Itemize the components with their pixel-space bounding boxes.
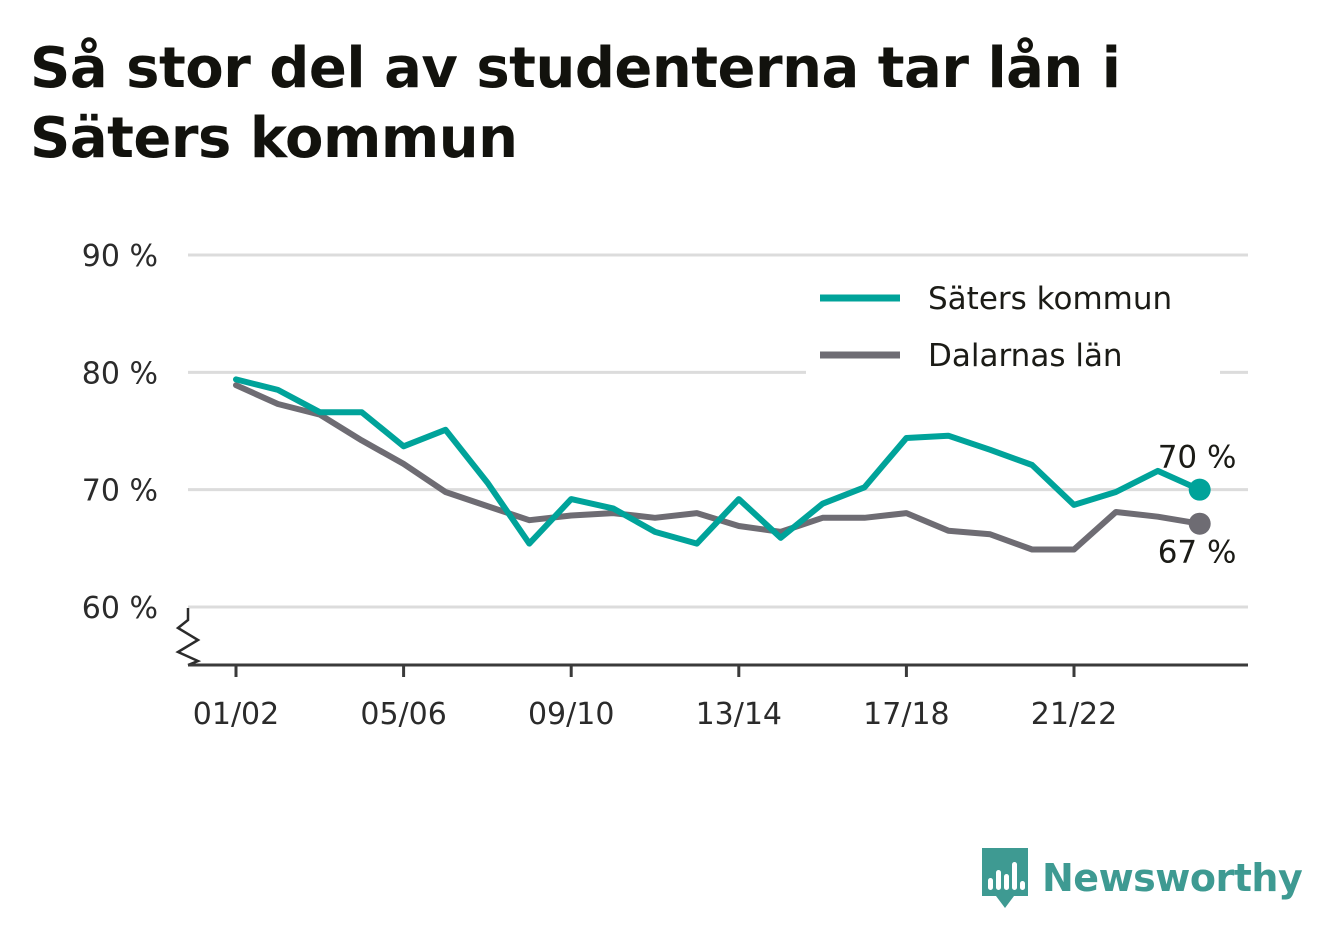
- series-line-saters-kommun: [233, 376, 1203, 547]
- legend-label: Dalarnas län: [928, 338, 1123, 374]
- end-label-saters-kommun: 70 %: [1158, 440, 1237, 476]
- series-end-point: [1188, 512, 1211, 535]
- end-labels: 70 % 67 %: [1158, 440, 1237, 571]
- x-tick-label: 05/06: [360, 697, 446, 732]
- legend-background: [806, 276, 1220, 376]
- y-axis-break: [175, 608, 202, 667]
- brand-name: Newsworthy: [1042, 856, 1303, 900]
- series-end-point: [1188, 478, 1211, 501]
- x-tick-label: 17/18: [863, 697, 949, 732]
- y-tick-label: 90 %: [82, 239, 158, 274]
- bar-chart-speech-bubble-icon: [982, 848, 1028, 908]
- chart-title: Så stor del av studenterna tar lån i Sät…: [30, 36, 1121, 171]
- axes: 60 % 70 % 80 % 90 % 01/02 05/06 09/10 13/14 17/1…: [82, 239, 1248, 732]
- y-tick-label: 70 %: [82, 474, 158, 509]
- series-lines: [233, 376, 1211, 553]
- y-tick-label: 80 %: [82, 356, 158, 391]
- legend: Säters kommun Dalarnas län: [806, 276, 1220, 376]
- x-tick-label: 01/02: [193, 697, 279, 732]
- y-tick-label: 60 %: [82, 591, 158, 626]
- newsworthy-logo: Newsworthy: [980, 848, 1303, 908]
- x-tick-label: 09/10: [528, 697, 614, 732]
- legend-label: Säters kommun: [928, 281, 1172, 317]
- x-tick-label: 13/14: [696, 697, 782, 732]
- end-label-dalarnas-lan: 67 %: [1158, 535, 1237, 571]
- x-tick-label: 21/22: [1031, 697, 1117, 732]
